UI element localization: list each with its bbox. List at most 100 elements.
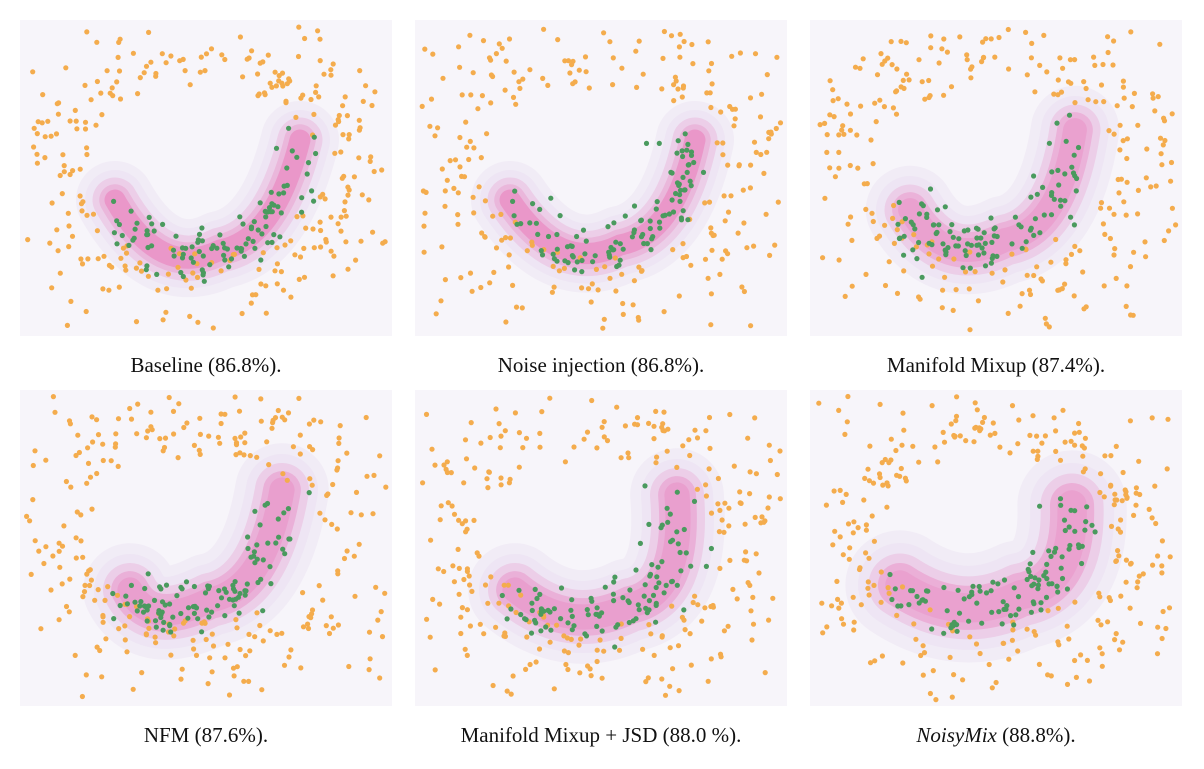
outer-class-point — [86, 568, 92, 574]
inner-class-point — [1064, 586, 1070, 592]
inner-class-point — [151, 228, 157, 234]
outer-class-point — [1080, 453, 1086, 459]
inner-class-point — [615, 622, 621, 628]
outer-class-point — [634, 422, 641, 428]
outer-class-point — [339, 175, 345, 181]
outer-class-point — [451, 511, 458, 517]
outer-class-point — [1124, 495, 1130, 501]
outer-class-point — [106, 287, 112, 293]
outer-class-point — [829, 603, 835, 609]
outer-class-point — [588, 299, 594, 305]
outer-class-point — [499, 237, 505, 243]
outer-class-point — [551, 686, 557, 692]
inner-class-point — [226, 264, 232, 270]
inner-class-point — [991, 226, 997, 232]
outer-class-point — [1122, 487, 1128, 493]
outer-class-point — [1053, 428, 1059, 434]
outer-class-point — [34, 131, 40, 137]
inner-class-point — [691, 159, 697, 166]
outer-class-point — [441, 462, 447, 468]
outer-class-point — [482, 234, 488, 240]
outer-class-point — [74, 509, 80, 515]
inner-class-point — [655, 564, 661, 570]
outer-class-point — [284, 81, 290, 87]
inner-class-point — [254, 542, 260, 548]
inner-class-point — [614, 263, 620, 270]
outer-class-point — [816, 400, 822, 406]
outer-class-point — [1112, 637, 1118, 643]
outer-class-point — [659, 676, 665, 682]
outer-class-point — [971, 439, 977, 445]
inner-class-point — [896, 199, 902, 205]
inner-class-point — [276, 191, 282, 197]
outer-class-point — [205, 681, 211, 687]
accuracy-score: (86.8%). — [208, 353, 282, 377]
outer-class-point — [863, 206, 869, 212]
outer-class-point — [293, 114, 299, 120]
outer-class-point — [877, 401, 883, 407]
outer-class-point — [901, 427, 907, 433]
outer-class-point — [594, 647, 600, 653]
inner-class-point — [646, 521, 652, 527]
outer-class-point — [742, 521, 748, 527]
outer-class-point — [49, 200, 55, 206]
panel-caption: Noise injection (86.8%). — [415, 353, 787, 378]
outer-class-point — [82, 82, 88, 88]
outer-class-point — [94, 39, 100, 45]
outer-class-point — [899, 219, 905, 225]
inner-class-point — [116, 221, 122, 228]
outer-class-point — [83, 672, 89, 678]
outer-class-point — [751, 139, 758, 145]
outer-class-point — [317, 36, 323, 42]
outer-class-point — [486, 469, 492, 475]
inner-class-point — [557, 213, 563, 219]
outer-class-point — [708, 656, 714, 662]
inner-class-point — [271, 232, 277, 238]
inner-class-point — [1092, 529, 1098, 535]
inner-class-point — [898, 603, 904, 609]
inner-class-point — [183, 245, 189, 251]
outer-class-point — [215, 434, 221, 440]
outer-class-point — [48, 587, 54, 593]
outer-class-point — [377, 675, 383, 681]
outer-class-point — [997, 444, 1003, 450]
outer-class-point — [85, 256, 91, 262]
outer-class-point — [740, 187, 746, 193]
inner-class-point — [168, 629, 174, 635]
outer-class-point — [980, 419, 986, 425]
outer-class-point — [824, 132, 830, 138]
inner-class-point — [949, 222, 955, 228]
outer-class-point — [439, 244, 445, 250]
outer-class-point — [604, 438, 611, 444]
outer-class-point — [296, 276, 302, 282]
inner-class-point — [659, 559, 665, 565]
outer-class-point — [502, 87, 508, 93]
inner-class-point — [677, 549, 683, 556]
outer-class-point — [451, 185, 457, 191]
outer-class-point — [1142, 239, 1148, 245]
accuracy-score: (86.8%). — [630, 353, 705, 377]
outer-class-point — [579, 285, 585, 291]
outer-class-point — [897, 473, 903, 479]
outer-class-point — [1033, 632, 1039, 638]
outer-class-point — [1153, 183, 1159, 189]
outer-class-point — [456, 591, 462, 597]
outer-class-point — [146, 29, 152, 35]
outer-class-point — [622, 423, 628, 429]
outer-class-point — [645, 675, 651, 681]
outer-class-point — [447, 158, 453, 164]
outer-class-point — [715, 501, 721, 507]
outer-class-point — [989, 270, 995, 276]
outer-class-point — [703, 428, 709, 434]
outer-class-point — [1042, 315, 1048, 321]
outer-class-point — [1027, 432, 1033, 438]
outer-class-point — [836, 165, 842, 171]
outer-class-point — [284, 477, 290, 483]
outer-class-point — [1016, 417, 1022, 423]
outer-class-point — [31, 125, 37, 131]
panel-caption: NFM (87.6%). — [20, 723, 392, 748]
density-contour — [876, 96, 1109, 284]
outer-class-point — [886, 259, 892, 265]
outer-class-point — [42, 155, 48, 161]
inner-class-point — [240, 221, 246, 227]
